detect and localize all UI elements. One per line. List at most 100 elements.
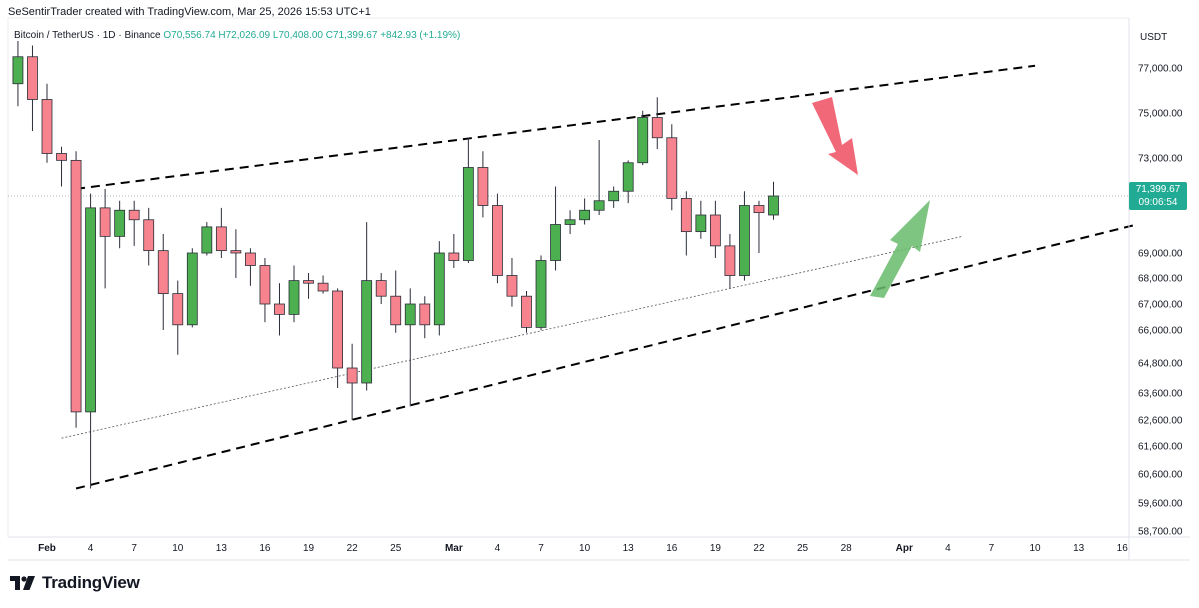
- candle: [622, 160, 634, 204]
- candle: [492, 193, 503, 284]
- candle-body: [41, 99, 53, 154]
- symbol-ohlc: O70,556.74 H72,026.09 L70,408.00 C71,399…: [163, 30, 378, 41]
- candle-body: [492, 205, 503, 276]
- candle-body: [99, 207, 111, 237]
- candle: [462, 137, 474, 263]
- x-tick-label: 16: [259, 543, 271, 554]
- candle: [41, 83, 53, 163]
- candle: [506, 258, 518, 307]
- symbol-name[interactable]: Bitcoin: [14, 30, 45, 41]
- candle-body: [375, 280, 387, 297]
- candle-body: [128, 209, 140, 221]
- x-tick-label: 13: [1073, 543, 1085, 554]
- candle: [535, 255, 547, 330]
- candle-body: [172, 293, 184, 326]
- last-price-badge: 71,399.67 09:06:54: [1129, 182, 1187, 210]
- y-tick-label: 75,000.00: [1138, 109, 1183, 120]
- candle-body: [680, 197, 692, 233]
- x-tick-label: 25: [797, 543, 809, 554]
- y-tick-label: 77,000.00: [1138, 64, 1183, 75]
- candle: [419, 296, 431, 339]
- x-tick-label: 7: [989, 543, 995, 554]
- candle-body: [535, 260, 547, 328]
- candle-body: [201, 226, 213, 254]
- candle: [259, 258, 271, 323]
- candle: [128, 200, 140, 246]
- candle-body: [56, 153, 67, 161]
- candle: [114, 200, 126, 249]
- candle: [477, 151, 489, 218]
- candle: [390, 270, 402, 333]
- candle: [85, 193, 96, 489]
- candle: [215, 207, 227, 258]
- y-tick-label: 73,000.00: [1138, 154, 1183, 165]
- candle-body: [506, 275, 518, 297]
- candle: [579, 198, 591, 225]
- candle-body: [143, 219, 155, 252]
- candle: [172, 280, 184, 355]
- candle: [99, 188, 111, 289]
- axes: USDT 58,700.00 59,600.00 60,600.00 61,600.00…: [8, 18, 1190, 561]
- inner-support-line: [61, 235, 963, 439]
- candle-body: [666, 137, 678, 199]
- candle-body: [230, 250, 242, 254]
- candle: [637, 110, 649, 166]
- candle: [651, 97, 663, 149]
- tradingview-logo[interactable]: TradingView: [10, 572, 140, 594]
- y-tick-label: 66,000.00: [1138, 326, 1183, 337]
- x-tick-label: 4: [88, 543, 94, 554]
- x-tick-label: 7: [131, 543, 137, 554]
- candle: [12, 41, 24, 107]
- candle: [157, 234, 169, 330]
- x-tick-label: 10: [579, 543, 591, 554]
- candle-body: [346, 367, 358, 384]
- y-tick-label: 60,600.00: [1138, 470, 1183, 481]
- y-tick-label: 64,800.00: [1138, 359, 1183, 370]
- candle-body: [477, 167, 489, 206]
- candle-body: [739, 205, 750, 276]
- channel-lower-line: [75, 223, 1137, 490]
- y-tick-label: 69,000.00: [1138, 249, 1183, 260]
- candle-body: [215, 226, 227, 252]
- candle-body: [245, 252, 256, 266]
- candle-body: [768, 195, 779, 216]
- gridlines: [7, 17, 1130, 538]
- candle: [346, 343, 358, 420]
- candle-body: [419, 303, 431, 326]
- y-tick-label: 67,000.00: [1138, 300, 1183, 311]
- candle-body: [361, 280, 373, 384]
- arrow-down-icon: [812, 97, 858, 175]
- y-tick-label: 59,600.00: [1138, 499, 1183, 510]
- candle: [245, 248, 256, 286]
- candle: [695, 200, 707, 239]
- candle-body: [332, 290, 344, 369]
- symbol-legend[interactable]: Bitcoin / TetherUS · 1D · Binance O70,55…: [14, 30, 461, 41]
- x-tick-label: 19: [303, 543, 315, 554]
- candle: [768, 181, 779, 220]
- candle-body: [521, 295, 532, 328]
- candle-body: [157, 250, 169, 294]
- channel-upper-line: [75, 64, 1036, 190]
- candle: [361, 222, 373, 391]
- candle-body: [564, 219, 576, 225]
- candle-body: [550, 224, 561, 261]
- candles: [12, 41, 779, 489]
- candle-body: [317, 282, 329, 292]
- candle: [230, 229, 242, 278]
- x-tick-label: 10: [172, 543, 184, 554]
- candle: [433, 241, 445, 336]
- currency-label: USDT: [1140, 32, 1167, 43]
- candle: [274, 283, 285, 336]
- x-tick-label: 4: [495, 543, 501, 554]
- candle: [332, 288, 344, 388]
- symbol-pair: TetherUS: [52, 30, 94, 41]
- candle-body: [695, 214, 707, 233]
- candle: [448, 234, 460, 268]
- candle: [521, 291, 532, 333]
- candle-body: [637, 117, 649, 164]
- x-tick-label: 22: [753, 543, 765, 554]
- candle-body: [753, 205, 765, 214]
- x-tick-label: Feb: [38, 543, 56, 554]
